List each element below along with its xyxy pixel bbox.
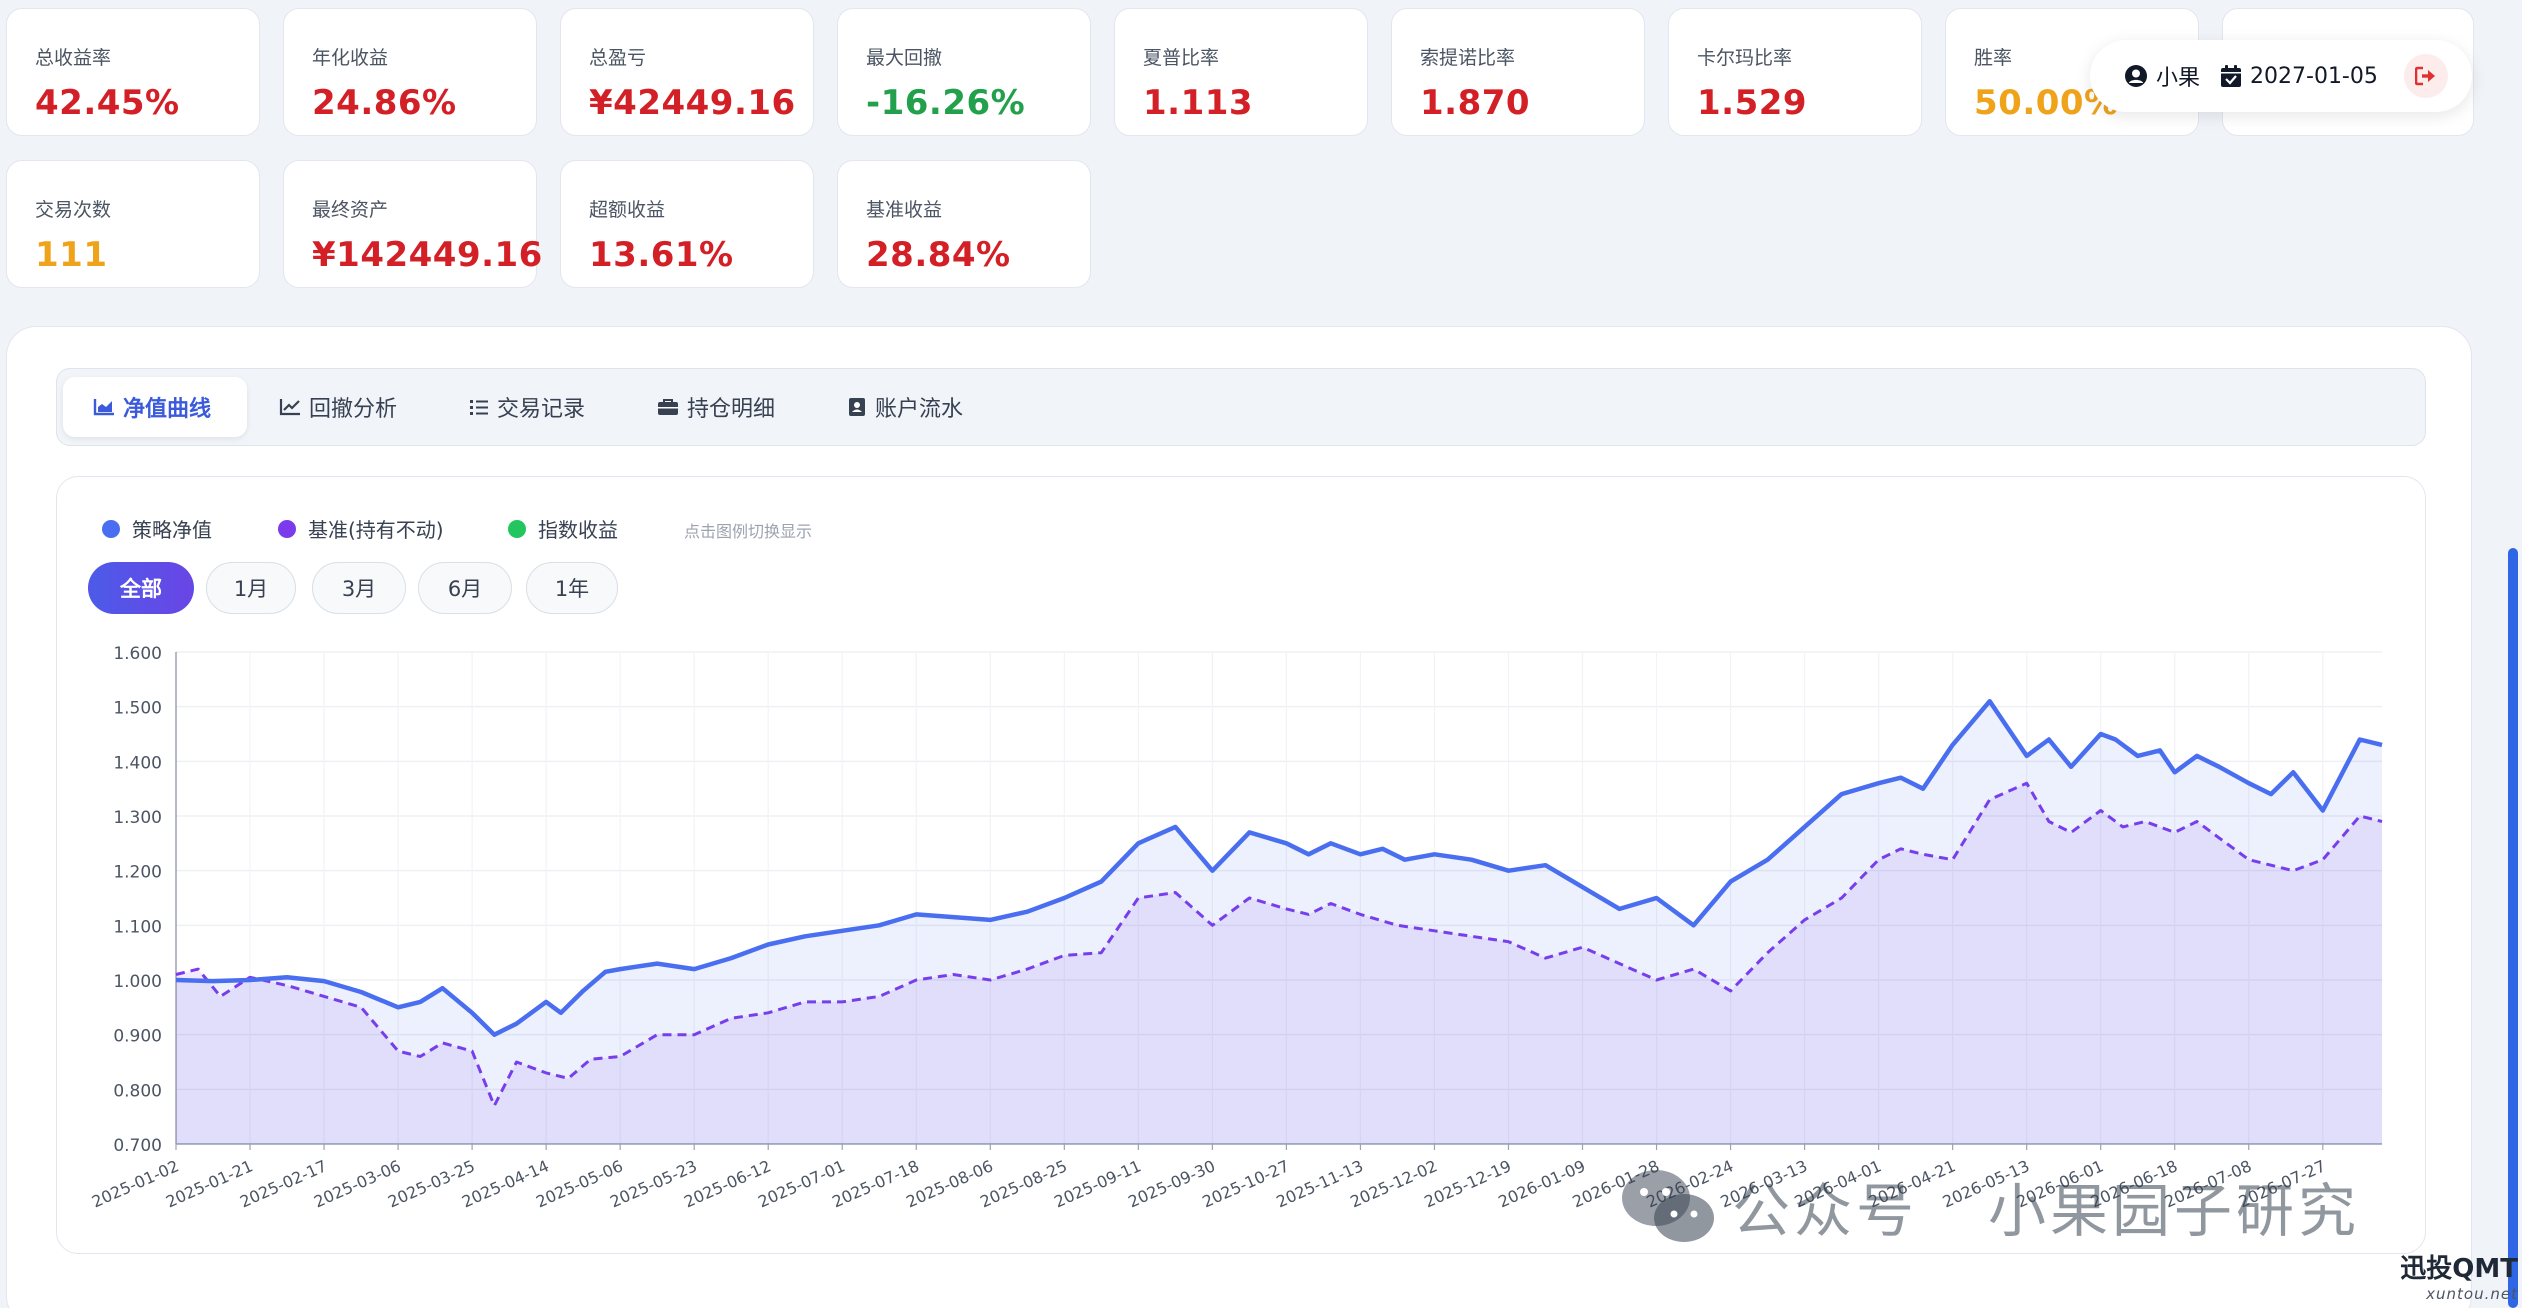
legend-label: 基准(持有不动) — [308, 518, 444, 542]
tab-label: 净值曲线 — [123, 397, 212, 422]
metric-card: 超额收益 13.61% — [560, 160, 814, 288]
metric-card: 年化收益 24.86% — [283, 8, 537, 136]
metric-card: 总盈亏 ¥42449.16 — [560, 8, 814, 136]
metric-label: 最终资产 — [312, 199, 389, 221]
y-tick-label: 1.000 — [113, 972, 162, 992]
metric-card: 总收益率 42.45% — [6, 8, 260, 136]
brand-name: 迅投QMT — [2400, 1254, 2518, 1284]
user-info-bar: 小果 2027-01-05 — [2090, 40, 2472, 112]
list-icon — [470, 400, 488, 415]
metric-card: 索提诺比率 1.870 — [1391, 8, 1645, 136]
y-tick-label: 1.500 — [113, 699, 162, 719]
metric-label: 卡尔玛比率 — [1697, 47, 1793, 69]
metric-value: 42.45% — [35, 83, 180, 123]
metric-label: 胜率 — [1974, 47, 2013, 69]
y-tick-label: 1.100 — [113, 917, 162, 937]
metric-value: 24.86% — [312, 83, 457, 123]
legend-strategy[interactable]: 策略净值 — [102, 514, 212, 543]
legend-label: 指数收益 — [538, 518, 618, 542]
y-tick-label: 1.200 — [113, 863, 162, 883]
range-3m-button[interactable]: 3月 — [312, 562, 406, 614]
metric-value: 28.84% — [866, 235, 1011, 275]
metric-card: 夏普比率 1.113 — [1114, 8, 1368, 136]
metric-value: 13.61% — [589, 235, 734, 275]
metric-value: ¥142449.16 — [312, 235, 543, 275]
tab-trade-records[interactable]: 交易记录 — [469, 377, 629, 437]
briefcase-icon — [658, 399, 678, 415]
metric-label: 年化收益 — [312, 47, 389, 69]
strategy-line — [175, 698, 2383, 1037]
series-area — [176, 783, 2382, 1144]
benchmark-line — [175, 781, 2383, 1108]
legend-index[interactable]: 指数收益 — [508, 514, 618, 543]
tab-label: 回撤分析 — [309, 397, 398, 422]
equity-chart: 1.600 1.500 1.400 1.300 1.200 1.100 1.000 0.900… — [89, 644, 2383, 1211]
tab-label: 账户流水 — [875, 397, 964, 422]
contact-book-icon — [849, 398, 865, 416]
username: 小果 — [2156, 66, 2201, 91]
range-1m-button[interactable]: 1月 — [206, 562, 296, 614]
line-chart-icon — [279, 399, 300, 416]
tab-label: 交易记录 — [497, 397, 586, 422]
y-tick-label: 1.600 — [113, 644, 162, 664]
y-tick-label: 0.700 — [113, 1136, 162, 1156]
sign-out-icon — [2414, 66, 2435, 86]
tab-account-flow[interactable]: 账户流水 — [847, 377, 1007, 437]
tab-bar: 净值曲线 回撤分析 交易记录 持仓明细 账户流水 — [56, 368, 2426, 446]
metric-value: 1.870 — [1420, 83, 1531, 123]
metric-label: 超额收益 — [589, 199, 666, 221]
area-chart-icon — [93, 399, 114, 416]
y-tick-label: 1.400 — [113, 753, 162, 773]
metric-label: 最大回撤 — [866, 47, 943, 69]
legend-hint: 点击图例切换显示 — [684, 522, 813, 541]
logout-button[interactable] — [2403, 54, 2448, 98]
metric-value: -16.26% — [866, 83, 1026, 123]
legend-dot — [508, 519, 526, 538]
metric-card: 基准收益 28.84% — [837, 160, 1091, 288]
legend-dot — [278, 519, 296, 538]
metric-value: 111 — [35, 235, 108, 275]
range-6m-button[interactable]: 6月 — [418, 562, 512, 614]
legend-benchmark[interactable]: 基准(持有不动) — [278, 514, 444, 543]
user-circle-icon — [2124, 64, 2148, 88]
tab-drawdown-analysis[interactable]: 回撤分析 — [279, 377, 439, 437]
tab-label: 持仓明细 — [687, 397, 776, 422]
metric-card: 最终资产 ¥142449.16 — [283, 160, 543, 288]
y-tick-label: 0.800 — [113, 1081, 162, 1101]
metric-card: 交易次数 111 — [6, 160, 260, 288]
tab-equity-curve[interactable]: 净值曲线 — [63, 377, 247, 437]
current-date: 2027-01-05 — [2250, 63, 2378, 89]
metric-value: ¥42449.16 — [589, 83, 796, 123]
metric-label: 总盈亏 — [589, 47, 647, 69]
y-tick-label: 1.300 — [113, 808, 162, 828]
legend-dot — [102, 519, 120, 538]
metric-value: 1.113 — [1143, 83, 1254, 123]
legend-label: 策略净值 — [132, 518, 212, 542]
calendar-check-icon — [2220, 64, 2242, 88]
y-tick-label: 0.900 — [113, 1027, 162, 1047]
metric-label: 交易次数 — [35, 199, 112, 221]
scrollbar[interactable] — [2508, 548, 2518, 1308]
range-all-button[interactable]: 全部 — [88, 562, 194, 614]
metric-value: 1.529 — [1697, 83, 1808, 123]
series-area — [176, 701, 2382, 1144]
brand-logo: 迅投QMT xuntou.net — [2392, 1248, 2518, 1303]
brand-url: xuntou.net — [2426, 1285, 2518, 1303]
tab-positions[interactable]: 持仓明细 — [657, 377, 817, 437]
metric-label: 索提诺比率 — [1420, 47, 1516, 69]
metric-label: 夏普比率 — [1143, 47, 1220, 69]
range-1y-button[interactable]: 1年 — [526, 562, 618, 614]
metric-card: 最大回撤 -16.26% — [837, 8, 1091, 136]
metric-label: 基准收益 — [866, 199, 943, 221]
metric-label: 总收益率 — [35, 47, 112, 69]
metric-card: 卡尔玛比率 1.529 — [1668, 8, 1922, 136]
